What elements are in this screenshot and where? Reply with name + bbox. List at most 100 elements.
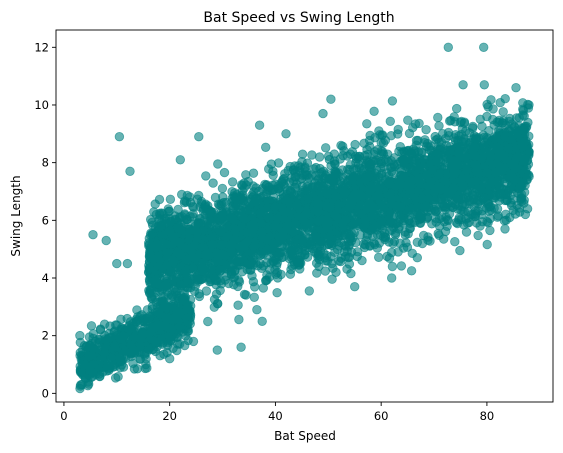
scatter-point	[433, 112, 443, 123]
scatter-point	[284, 220, 294, 230]
scatter-point	[348, 172, 358, 183]
scatter-point	[455, 245, 465, 256]
scatter-point	[247, 271, 257, 281]
scatter-point	[252, 305, 262, 315]
scatter-point	[213, 159, 223, 169]
scatter-point	[183, 326, 194, 336]
scatter-point	[152, 239, 162, 249]
scatter-point	[384, 253, 395, 263]
scatter-point	[479, 80, 490, 90]
scatter-point	[464, 195, 474, 206]
scatter-point	[175, 308, 185, 318]
scatter-point	[302, 181, 312, 192]
scatter-point	[106, 332, 116, 343]
scatter-point	[381, 174, 391, 185]
scatter-point	[236, 253, 246, 263]
scatter-point	[273, 158, 284, 168]
scatter-point	[210, 256, 221, 267]
scatter-point	[143, 344, 154, 355]
scatter-point	[268, 221, 279, 232]
scatter-point	[328, 263, 338, 273]
scatter-point	[203, 247, 213, 258]
scatter-point	[398, 155, 408, 166]
scatter-point	[292, 257, 302, 267]
scatter-point	[126, 347, 136, 357]
chart-title: Bat Speed vs Swing Length	[203, 10, 394, 26]
scatter-point	[261, 142, 271, 153]
scatter-point	[374, 252, 384, 262]
scatter-point	[340, 188, 350, 198]
scatter-point	[311, 232, 321, 243]
scatter-point	[387, 166, 397, 177]
scatter-point	[386, 199, 397, 209]
scatter-point	[405, 218, 415, 229]
scatter-point	[459, 117, 470, 127]
scatter-point	[314, 152, 325, 162]
y-tick-label: 8	[42, 156, 49, 170]
scatter-point	[510, 174, 520, 184]
scatter-point	[344, 239, 355, 250]
scatter-point	[369, 204, 379, 214]
scatter-point	[372, 144, 383, 155]
scatter-point	[297, 149, 308, 159]
scatter-point	[362, 119, 372, 129]
scatter-point	[175, 155, 186, 165]
scatter-point	[338, 219, 348, 229]
scatter-point	[510, 209, 521, 219]
scatter-point	[348, 164, 359, 174]
scatter-point	[198, 265, 208, 275]
scatter-point	[402, 182, 413, 192]
scatter-point	[458, 80, 468, 90]
scatter-point	[104, 364, 114, 374]
scatter-point	[156, 334, 166, 344]
scatter-point	[352, 217, 362, 227]
scatter-point	[350, 189, 360, 199]
y-tick-label: 6	[42, 213, 49, 227]
scatter-point	[239, 178, 249, 188]
scatter-point	[471, 176, 482, 186]
scatter-point	[479, 141, 489, 151]
scatter-point	[330, 158, 340, 169]
scatter-point	[163, 313, 173, 324]
scatter-point	[511, 82, 521, 93]
scatter-point	[369, 238, 379, 248]
scatter-point	[324, 174, 334, 184]
scatter-point	[485, 225, 495, 236]
scatter-point	[519, 198, 529, 208]
scatter-point	[367, 183, 377, 194]
scatter-point	[273, 213, 283, 223]
scatter-point	[165, 227, 175, 237]
scatter-point	[302, 222, 312, 233]
scatter-point	[80, 373, 90, 383]
scatter-point	[505, 113, 515, 124]
scatter-point	[387, 273, 397, 283]
scatter-point	[217, 183, 228, 194]
y-tick-label: 10	[34, 98, 49, 112]
scatter-point	[220, 275, 230, 285]
scatter-point	[518, 141, 528, 152]
scatter-point	[490, 133, 500, 144]
scatter-point	[268, 166, 278, 177]
scatter-point	[448, 170, 459, 180]
scatter-point	[290, 172, 300, 182]
scatter-point	[281, 129, 291, 139]
scatter-point	[182, 215, 192, 225]
scatter-point	[164, 206, 175, 216]
scatter-point	[270, 201, 280, 212]
scatter-point	[425, 176, 436, 187]
scatter-point	[198, 225, 209, 236]
scatter-point	[286, 264, 296, 275]
scatter-point	[443, 127, 454, 138]
scatter-point	[165, 194, 176, 205]
scatter-point	[334, 199, 344, 210]
scatter-point	[208, 178, 218, 188]
scatter-point	[440, 193, 450, 203]
scatter-point	[336, 256, 346, 267]
scatter-point	[403, 115, 413, 125]
scatter-point	[86, 321, 97, 331]
scatter-point	[523, 170, 534, 180]
scatter-point	[212, 345, 223, 355]
scatter-point	[277, 177, 287, 188]
